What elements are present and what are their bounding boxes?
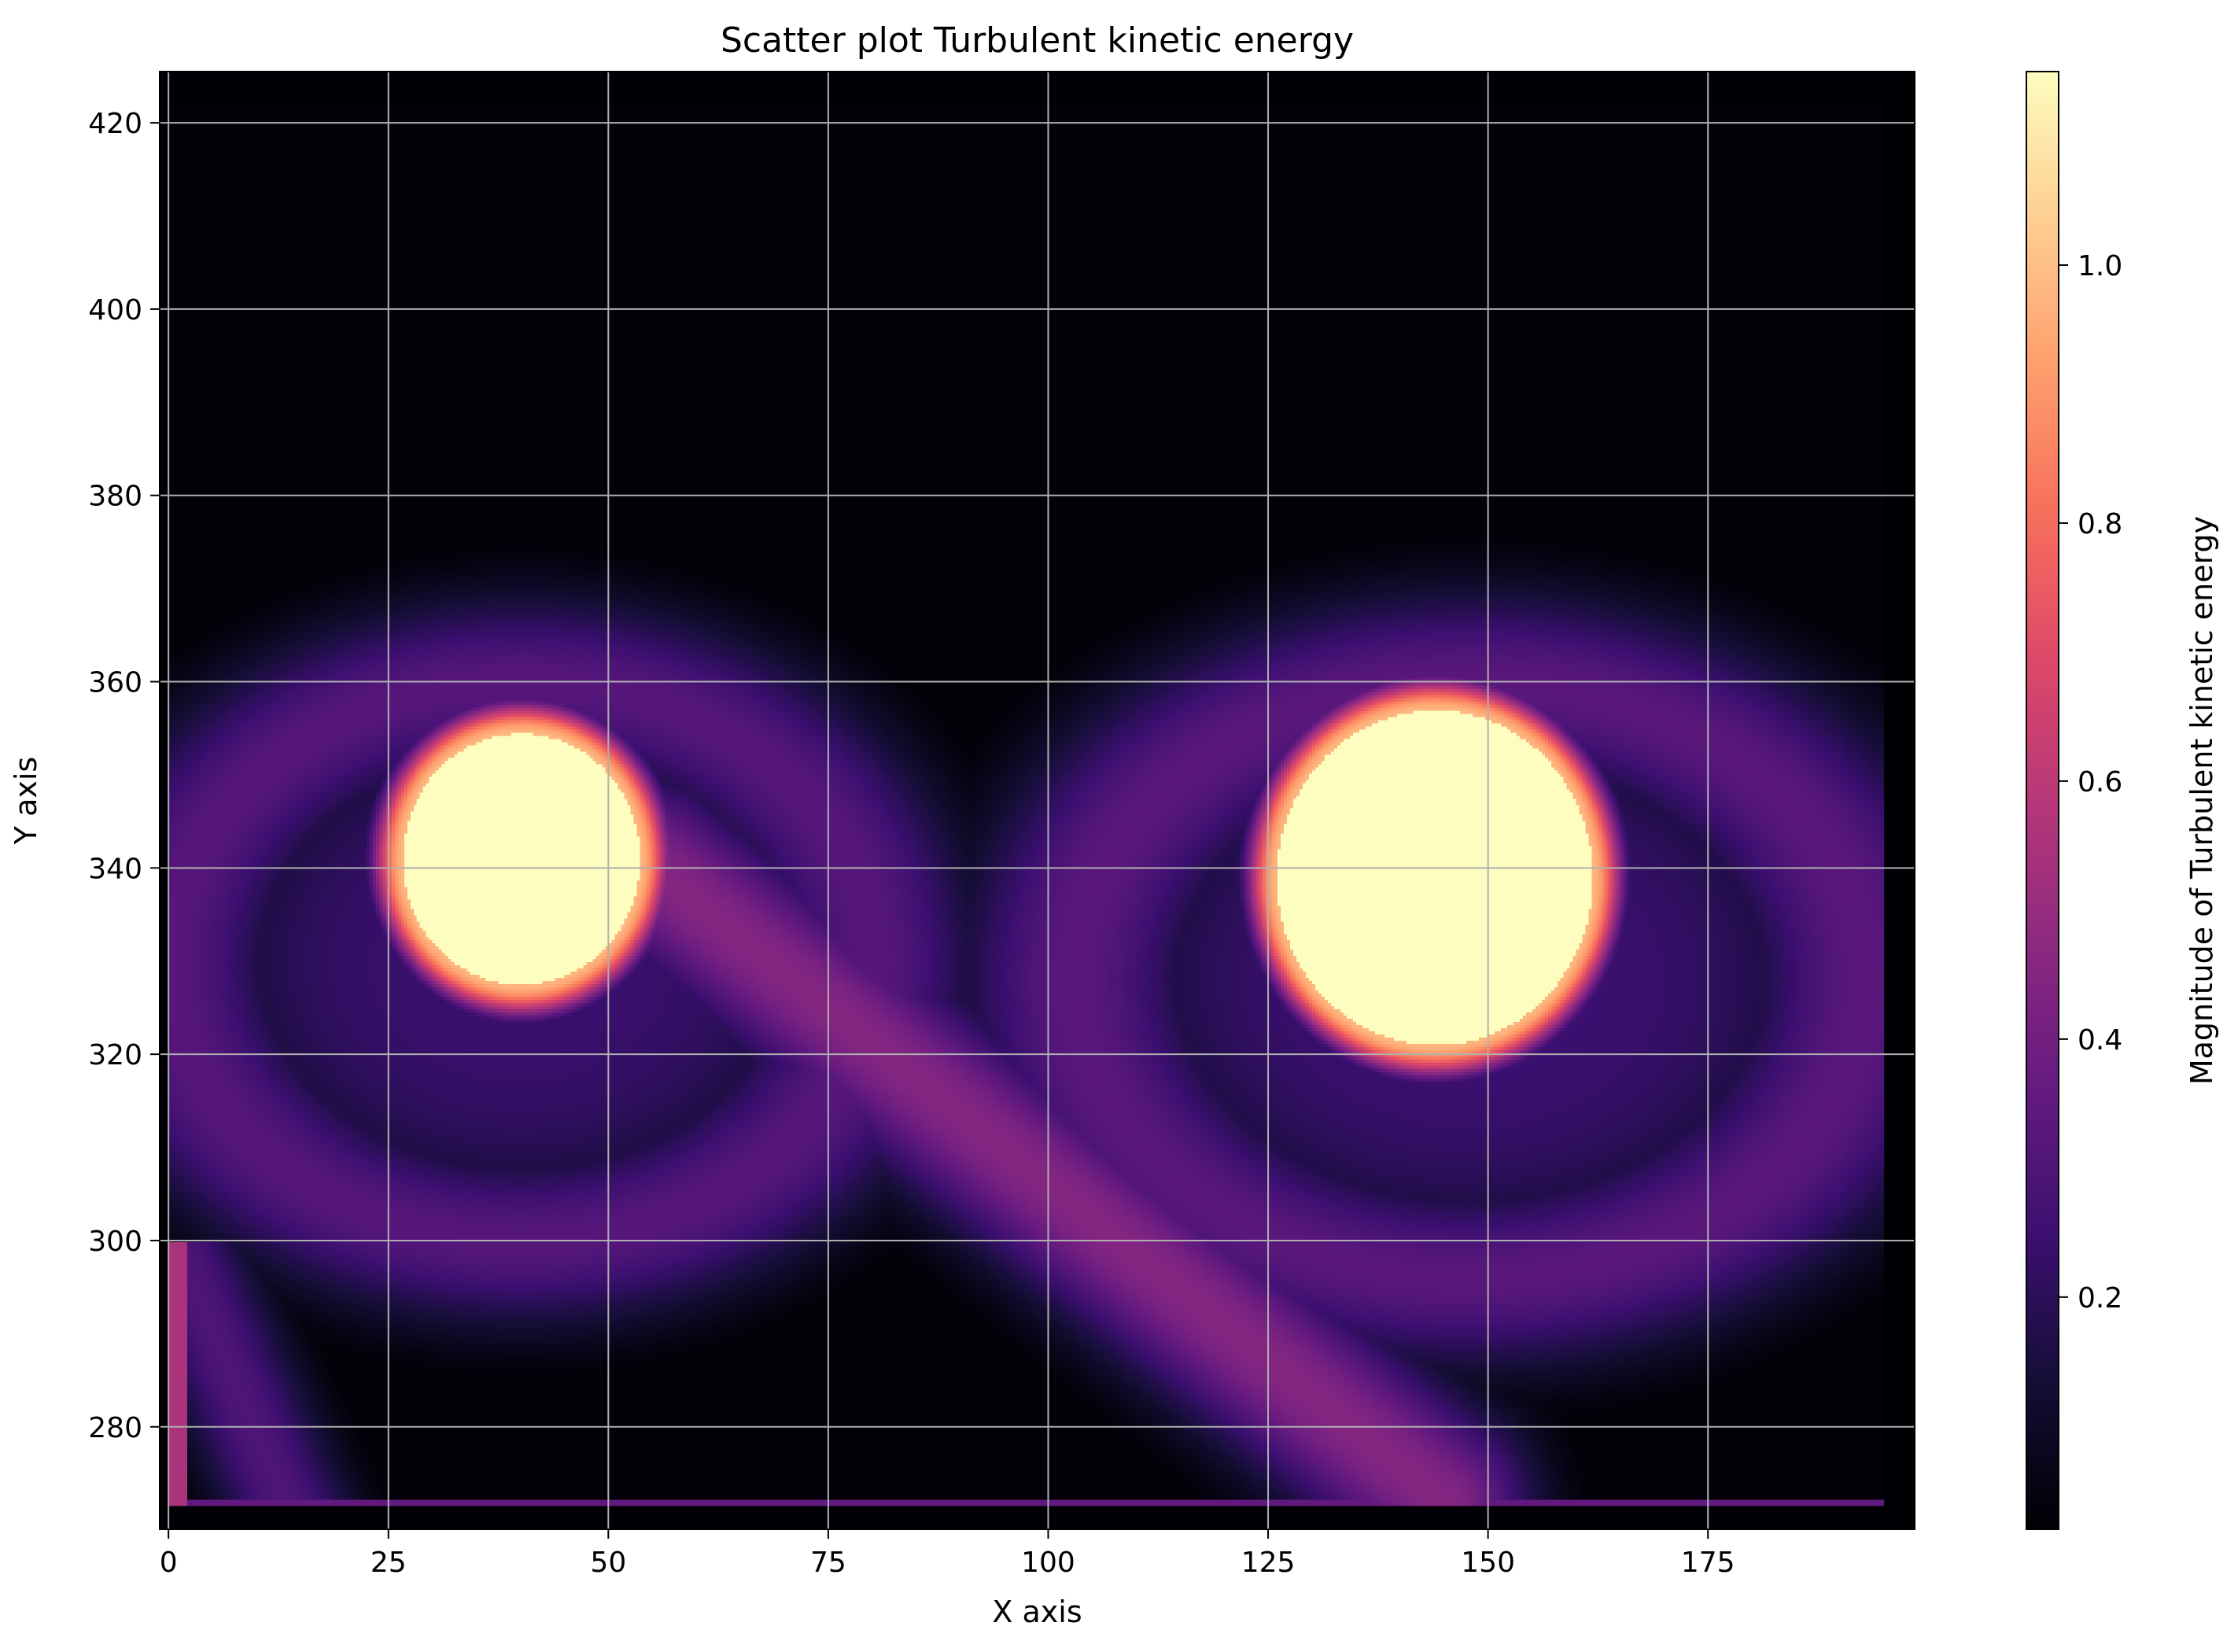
grid-lines (160, 72, 1915, 1529)
y-axis-label: Y axis (9, 757, 43, 845)
colorbar-scale (2026, 72, 2059, 1529)
x-tick-label: 25 (371, 1547, 407, 1579)
x-tick-label: 125 (1241, 1547, 1296, 1579)
colorbar-frame (2026, 71, 2059, 1530)
plot-frame (159, 71, 1915, 1530)
colorbar-tick-label: 0.8 (2078, 508, 2122, 540)
y-tick-label: 340 (88, 853, 142, 885)
heatmap-layer (168, 104, 1885, 1506)
x-tick-label: 50 (590, 1547, 626, 1579)
y-tick-label: 400 (88, 294, 142, 326)
colorbar: 0.2 0.4 0.6 0.8 1.0 Magnitude of Turbulent k… (2026, 71, 2219, 1530)
colorbar-tick-label: 0.6 (2078, 766, 2122, 798)
y-axis-ticks: 280 300 320 340 360 380 400 420 (88, 108, 160, 1444)
x-axis-label: X axis (992, 1595, 1082, 1629)
y-tick-label: 380 (88, 481, 142, 513)
x-tick-label: 100 (1021, 1547, 1075, 1579)
colorbar-label: Magnitude of Turbulent kinetic energy (2185, 516, 2219, 1085)
x-tick-label: 150 (1461, 1547, 1515, 1579)
y-tick-label: 300 (88, 1226, 142, 1258)
colorbar-ticks: 0.2 0.4 0.6 0.8 1.0 (2059, 250, 2122, 1315)
x-tick-label: 75 (810, 1547, 846, 1579)
x-tick-label: 0 (160, 1547, 178, 1579)
plot-area (159, 71, 1915, 1530)
heatmap-image (168, 104, 1885, 1506)
colorbar-tick-label: 0.2 (2078, 1282, 2122, 1315)
chart-title: Scatter plot Turbulent kinetic energy (721, 20, 1354, 61)
y-tick-label: 280 (88, 1412, 142, 1444)
x-axis-ticks: 0 25 50 75 100 125 150 175 (160, 1529, 1735, 1579)
y-tick-label: 420 (88, 108, 142, 140)
colorbar-tick-label: 0.4 (2078, 1024, 2122, 1056)
x-tick-label: 175 (1681, 1547, 1735, 1579)
y-tick-label: 320 (88, 1039, 142, 1071)
colorbar-tick-label: 1.0 (2078, 250, 2122, 282)
y-tick-label: 360 (88, 667, 142, 699)
